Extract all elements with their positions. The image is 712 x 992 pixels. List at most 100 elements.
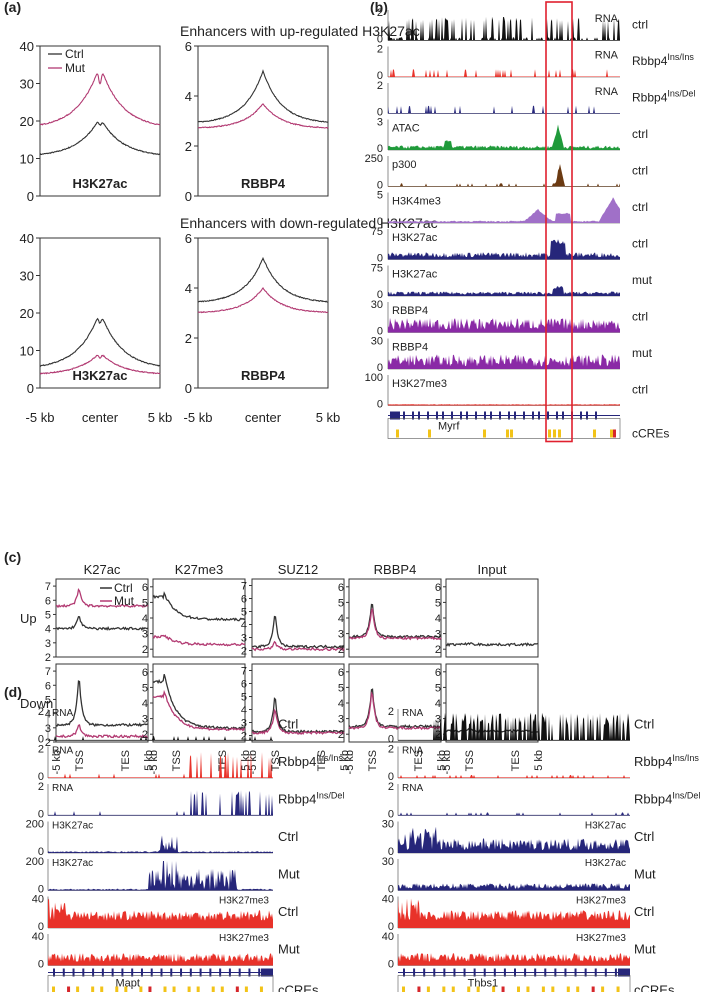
exon-mark [473, 968, 476, 977]
series-line-ctrl-h3k27ac [39, 317, 161, 367]
panel-label-c: (c) [4, 549, 21, 565]
y-tick-label: 2 [185, 331, 192, 346]
ccre-mark [517, 986, 520, 992]
track-max-label: 2 [388, 781, 394, 793]
y-tick-label: 3 [435, 629, 441, 641]
track-mark-label: RNA [595, 13, 619, 25]
series-line-mut-h3k27ac [39, 354, 161, 375]
y-tick-label: 4 [185, 281, 192, 296]
highlight-region-box [545, 1, 573, 443]
track-sample-label: ctrl [632, 383, 648, 397]
track-max-label: 75 [371, 263, 383, 275]
y-tick-label: 7 [45, 581, 51, 593]
track-mark-label: RBBP4 [392, 342, 428, 354]
track-max-label: 30 [382, 856, 394, 868]
y-tick-label: 7 [241, 666, 247, 678]
track-min-label: 0 [388, 921, 394, 933]
y-tick-label: 0 [27, 189, 34, 204]
exon-mark [483, 968, 486, 977]
exon-mark [604, 968, 607, 977]
exon-mark [595, 411, 597, 420]
track-min-label: 0 [377, 362, 383, 374]
track-min-label: 0 [38, 846, 44, 858]
ccre-mark [172, 986, 176, 992]
ccre-mark [115, 986, 119, 992]
track-max-label: 40 [32, 894, 44, 906]
ccre-mark [541, 986, 545, 992]
ccre-mark [259, 986, 263, 992]
track-sample-label: ctrl [632, 200, 648, 214]
track-max-label: 200 [26, 856, 44, 868]
ccre-mark [163, 986, 167, 992]
ccre-box [47, 975, 274, 992]
legend-label-ctrl: Ctrl [114, 581, 133, 595]
track-max-label: 2 [377, 7, 383, 19]
track-signal-rna [388, 105, 620, 114]
ccre-mark [244, 986, 248, 992]
y-tick-label: 10 [20, 152, 34, 167]
x-tick-label: 5 kb [143, 750, 155, 771]
track-mark-label: RNA [52, 708, 73, 719]
series-line-mut-rbbp4 [197, 287, 329, 314]
track-mark-label: H3K27me3 [576, 933, 626, 944]
track-sample-label: ctrl [632, 18, 648, 32]
exon-mark [248, 968, 251, 977]
metagene-line-ctrl [445, 641, 539, 647]
x-tick-label: TSS [367, 750, 379, 771]
track-sample-superscript: Ins/Del [672, 791, 700, 801]
exon-mark [490, 411, 492, 420]
track-mark-label: H3K27ac [52, 858, 93, 869]
y-tick-label: 5 [338, 597, 344, 609]
series-line-ctrl-rbbp4 [197, 69, 329, 123]
x-tick-label: TES [316, 750, 328, 771]
track-signal-rna [48, 751, 273, 778]
track-min-label: 0 [38, 959, 44, 971]
y-tick-label: 6 [435, 582, 441, 594]
ccre-mark [451, 986, 455, 992]
exon-mark [524, 968, 527, 977]
ccre-mark [76, 986, 80, 992]
ccre-mark [506, 429, 509, 438]
track-signal-h3k27ac [388, 286, 620, 296]
exon-mark [443, 968, 446, 977]
y-tick-label: 6 [142, 667, 148, 679]
ccre-box [397, 975, 631, 992]
track-mark-label: H3K4me3 [392, 196, 441, 208]
metagene-line-ctrl [56, 616, 149, 631]
exon-mark [584, 968, 587, 977]
exon-mark [538, 411, 540, 420]
y-tick-label: 5 [435, 682, 441, 694]
track-max-label: 40 [32, 931, 44, 943]
track-max-label: 2 [38, 744, 44, 756]
track-max-label: 3 [377, 117, 383, 129]
metagene-frame [251, 663, 345, 743]
series-line-mut-rbbp4 [197, 103, 329, 129]
track-sample-superscript: Ins/Ins [672, 753, 699, 763]
track-mark-label: H3K27ac [392, 269, 438, 281]
y-tick-label: 4 [338, 698, 344, 710]
track-max-label: 100 [365, 372, 383, 384]
track-signal-rna [398, 812, 630, 816]
exon-mark [532, 411, 534, 420]
metagene-line-mut [348, 607, 442, 641]
ccre-mark [100, 986, 104, 992]
exon-mark [484, 411, 486, 420]
track-sample-superscript: Ins/Del [667, 89, 695, 99]
exon-mark [131, 968, 134, 977]
track-mark-label: RNA [595, 86, 619, 98]
series-line-ctrl-h3k27ac [39, 121, 160, 156]
ccre-mark [492, 986, 496, 992]
track-sample-superscript: Ins/Ins [316, 753, 343, 763]
track-sample-label: Rbbp4Ins/Ins [278, 753, 343, 769]
ccre-mark [211, 986, 215, 992]
exon-mark [258, 968, 261, 977]
y-tick-label: 6 [45, 680, 51, 692]
plot-frame [197, 237, 329, 389]
exon-mark [53, 968, 55, 977]
track-signal-rna [398, 712, 630, 741]
metagene-frame [251, 578, 345, 658]
column-title: SUZ12 [278, 562, 318, 577]
ccre-label: cCREs [278, 983, 319, 992]
track-mark-label: H3K27ac [585, 821, 626, 832]
exon-mark [618, 968, 630, 977]
